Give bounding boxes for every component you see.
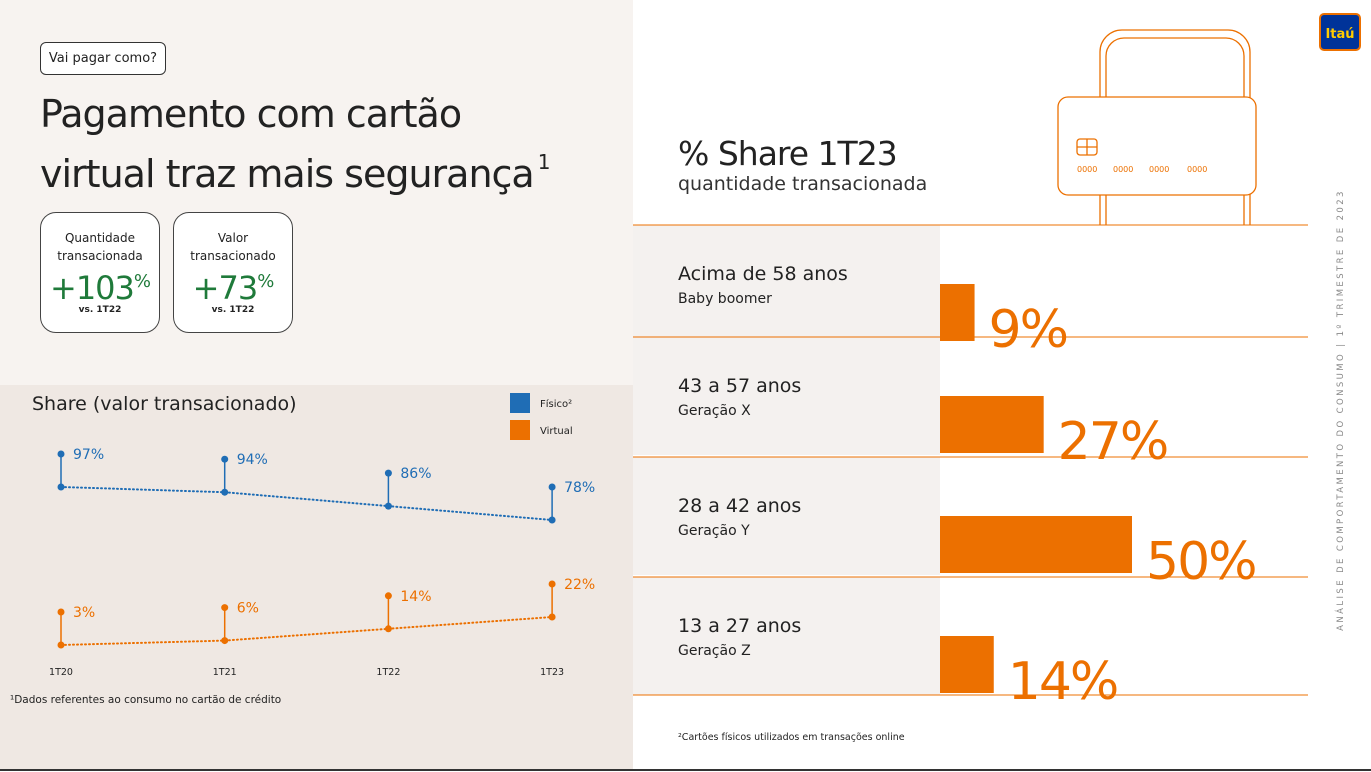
kpi-card: Valor transacionado +73% vs. 1T22: [173, 212, 293, 333]
value-label: 78%: [564, 480, 595, 496]
point: [384, 502, 392, 510]
legend-swatch: [510, 420, 530, 440]
kpi-number: +73: [192, 269, 259, 307]
legend-label: Virtual: [540, 426, 573, 437]
point: [221, 637, 229, 645]
kpi-card: Quantidade transacionada +103% vs. 1T22: [40, 212, 160, 333]
stem-head: [57, 608, 65, 616]
bar: [940, 516, 1132, 573]
side-text: ANÁLISE DE COMPORTAMENTO DO CONSUMO | 1º…: [1334, 189, 1346, 631]
value-label: 3%: [73, 605, 95, 621]
row-bg: [633, 337, 940, 455]
value-label: 94%: [237, 452, 268, 468]
svg-text:0000: 0000: [1149, 165, 1169, 174]
x-tick-label: 1T20: [49, 667, 73, 678]
row-bg: [633, 225, 940, 343]
value-label: 6%: [237, 601, 259, 617]
value-label: 14%: [400, 589, 431, 605]
title-text: Pagamento com cartão virtual traz mais s…: [40, 92, 535, 196]
value-label: 86%: [400, 466, 431, 482]
kpi-value: +73%: [174, 265, 292, 305]
title-note: 1: [537, 150, 551, 174]
point: [57, 483, 65, 491]
stem-head: [221, 604, 229, 612]
kpi-label: Quantidade transacionada: [57, 231, 143, 263]
stem-head: [548, 483, 556, 491]
x-tick-label: 1T21: [213, 667, 237, 678]
x-tick-label: 1T23: [540, 667, 564, 678]
value-label: 14%: [1008, 652, 1118, 712]
category-sublabel: Geração Z: [678, 643, 751, 659]
bar: [940, 284, 975, 341]
logo: Itaú: [1325, 27, 1354, 42]
svg-text:0000: 0000: [1187, 165, 1207, 174]
value-label: 9%: [989, 300, 1068, 360]
category-sublabel: Geração X: [678, 403, 751, 419]
category-sublabel: Baby boomer: [678, 291, 772, 307]
kpi-unit: %: [133, 271, 151, 292]
series-line: [60, 616, 554, 646]
tag: Vai pagar como?: [40, 42, 166, 75]
kpi-label: Valor transacionado: [190, 231, 276, 263]
chart-subtitle: quantidade transacionada: [678, 173, 927, 195]
card-number: 0000 0000 0000 0000: [1077, 165, 1207, 174]
title: Pagamento com cartão virtual traz mais s…: [40, 90, 580, 198]
stem-head: [384, 592, 392, 600]
phone-illustration: [1057, 29, 1257, 225]
row-bg: [633, 457, 940, 575]
kpi-number: +103: [50, 269, 135, 307]
value-label: 50%: [1146, 532, 1256, 592]
point: [548, 516, 556, 524]
point: [384, 625, 392, 633]
category-label: 43 a 57 anos: [678, 375, 801, 397]
footnote: ¹Dados referentes ao consumo no cartão d…: [10, 694, 281, 706]
value-label: 22%: [564, 577, 595, 593]
legend-swatch: [510, 393, 530, 413]
footnote: ²Cartões físicos utilizados em transaçõe…: [678, 732, 905, 743]
row-bg: [633, 577, 940, 695]
kpi-unit: %: [257, 271, 274, 292]
stem-head: [384, 469, 392, 477]
chart-bg: [0, 385, 633, 770]
point: [221, 488, 229, 496]
kpi-note: vs. 1T22: [78, 305, 122, 315]
category-label: 28 a 42 anos: [678, 495, 801, 517]
x-tick-label: 1T22: [376, 667, 400, 678]
kpi-note: vs. 1T22: [211, 305, 255, 315]
bar: [940, 636, 994, 693]
category-label: 13 a 27 anos: [678, 615, 801, 637]
kpi-value: +103%: [41, 265, 159, 305]
value-label: 27%: [1058, 412, 1168, 472]
stem-head: [221, 455, 229, 463]
chart-title: Share (valor transacionado): [32, 393, 297, 415]
point: [57, 641, 65, 649]
category-label: Acima de 58 anos: [678, 263, 848, 285]
stem-head: [548, 580, 556, 588]
svg-text:0000: 0000: [1077, 165, 1097, 174]
side-strip: [1310, 0, 1371, 772]
bar: [940, 396, 1044, 453]
series-line: [60, 486, 554, 521]
legend-label: Físico²: [540, 398, 572, 410]
category-sublabel: Geração Y: [678, 523, 750, 539]
value-label: 97%: [73, 447, 104, 463]
logo-bg: [1319, 13, 1361, 51]
chart-title: % Share 1T23: [678, 134, 897, 173]
stem-head: [57, 450, 65, 458]
point: [548, 613, 556, 621]
svg-text:0000: 0000: [1113, 165, 1133, 174]
